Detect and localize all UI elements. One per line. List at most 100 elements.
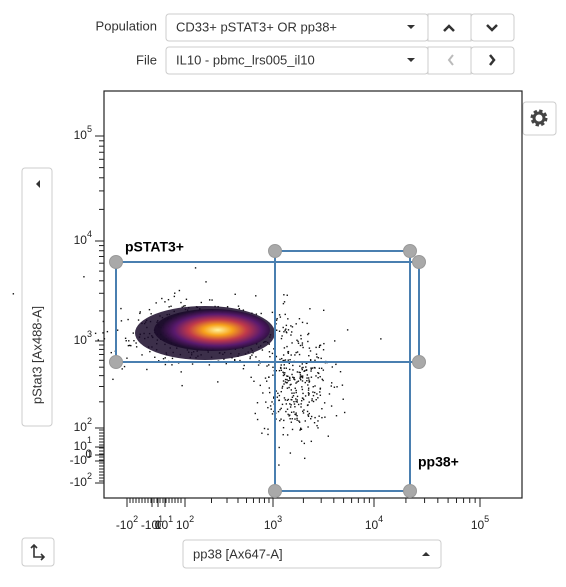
event [323, 309, 325, 312]
event [283, 367, 285, 369]
event [287, 329, 290, 331]
tick-exponent: 3 [277, 514, 282, 524]
event [288, 415, 290, 417]
event [285, 331, 287, 333]
event [273, 397, 275, 399]
event [283, 372, 285, 374]
event [164, 357, 166, 359]
event [223, 358, 225, 360]
event [149, 350, 151, 353]
event [278, 464, 280, 466]
event [322, 349, 325, 351]
event [317, 427, 319, 429]
event [300, 375, 302, 377]
event [308, 379, 310, 381]
event [275, 323, 277, 325]
gate[interactable] [115, 261, 420, 363]
event [208, 364, 211, 366]
event [297, 340, 299, 343]
event [282, 380, 285, 382]
event [313, 422, 316, 424]
gate-label: pp38+ [418, 454, 459, 470]
event [300, 403, 302, 405]
y-axis-panel[interactable] [21, 167, 53, 427]
event [294, 354, 296, 356]
event [162, 358, 165, 360]
event [296, 417, 298, 420]
event [252, 352, 254, 354]
event [301, 375, 304, 377]
event [286, 378, 288, 381]
event [304, 420, 306, 422]
event [283, 359, 285, 362]
event [127, 318, 129, 321]
event [311, 367, 314, 369]
event [301, 342, 304, 344]
event [313, 366, 316, 369]
event [282, 302, 285, 305]
event [286, 331, 288, 334]
event [259, 384, 261, 387]
event [275, 329, 278, 331]
event [282, 371, 284, 373]
event [253, 380, 255, 382]
event [300, 338, 302, 340]
event [299, 371, 301, 374]
tick-label: 104 [74, 229, 92, 247]
event [293, 411, 295, 413]
event [309, 359, 312, 361]
event [185, 298, 188, 300]
event [305, 369, 308, 371]
event [132, 332, 134, 334]
tick-base: 0 [85, 447, 92, 461]
swap-axes-button[interactable] [21, 537, 55, 567]
event [255, 313, 258, 315]
event [294, 413, 296, 416]
event [174, 292, 176, 294]
event [106, 330, 109, 333]
tick-base: -10 [116, 518, 134, 532]
event [283, 397, 286, 399]
event [290, 354, 292, 356]
event [296, 371, 299, 373]
x-axis-select[interactable] [182, 539, 442, 569]
event [316, 356, 318, 358]
event [290, 325, 292, 327]
event [286, 381, 288, 384]
event [168, 306, 170, 308]
event [300, 440, 303, 442]
event [288, 376, 291, 379]
event [127, 344, 130, 347]
event [164, 363, 167, 366]
event [120, 307, 122, 310]
event [242, 309, 245, 311]
event [284, 372, 286, 374]
event [314, 385, 316, 387]
tick-label: 102 [176, 514, 194, 532]
event [295, 391, 297, 394]
event [261, 349, 264, 351]
event [301, 363, 303, 365]
event [339, 370, 342, 373]
event [317, 377, 319, 379]
tick-label: 101 [155, 514, 173, 532]
event [128, 340, 130, 342]
tick-exponent: 2 [189, 514, 194, 524]
next-population-button[interactable] [470, 13, 515, 42]
event [234, 359, 236, 362]
event [301, 367, 303, 369]
event [292, 369, 294, 371]
event [308, 354, 310, 357]
gate[interactable] [274, 250, 411, 492]
event [323, 402, 326, 404]
tick-base: 10 [365, 518, 379, 532]
event [284, 399, 287, 401]
tick-base: 10 [74, 233, 88, 247]
settings-button[interactable] [522, 101, 557, 136]
event [310, 367, 312, 369]
tick-exponent: 5 [484, 514, 489, 524]
tick-exponent: 1 [168, 514, 173, 524]
event [287, 318, 289, 320]
event [266, 380, 268, 382]
